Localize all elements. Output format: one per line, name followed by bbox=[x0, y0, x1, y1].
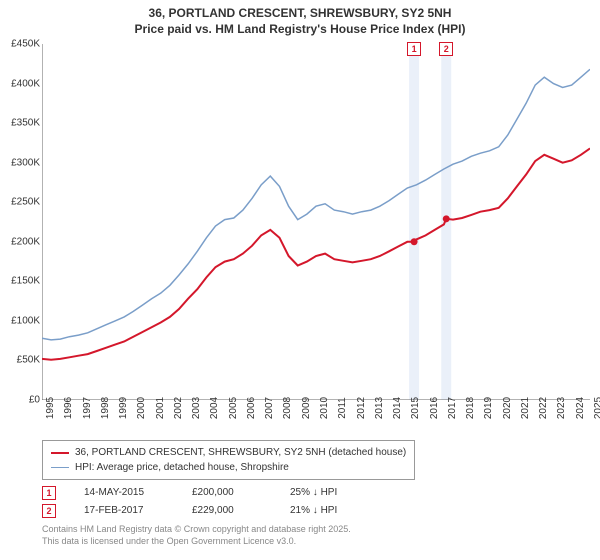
marker-price-1: £200,000 bbox=[192, 484, 262, 502]
footer-line2: This data is licensed under the Open Gov… bbox=[42, 536, 351, 548]
x-tick-label: 2012 bbox=[356, 397, 367, 419]
title-line2: Price paid vs. HM Land Registry's House … bbox=[0, 22, 600, 38]
x-tick-label: 2013 bbox=[374, 397, 385, 419]
x-tick-label: 1999 bbox=[118, 397, 129, 419]
marker-badge-1: 1 bbox=[42, 486, 56, 500]
chart-container: 36, PORTLAND CRESCENT, SHREWSBURY, SY2 5… bbox=[0, 0, 600, 560]
x-tick-label: 2011 bbox=[337, 397, 348, 419]
marker-price-2: £229,000 bbox=[192, 502, 262, 520]
marker-date-1: 14-MAY-2015 bbox=[84, 484, 164, 502]
x-tick-label: 1997 bbox=[82, 397, 93, 419]
marker-delta-2: 21% ↓ HPI bbox=[290, 502, 337, 520]
x-tick-label: 2008 bbox=[282, 397, 293, 419]
chart-title: 36, PORTLAND CRESCENT, SHREWSBURY, SY2 5… bbox=[0, 0, 600, 37]
x-tick-label: 2009 bbox=[301, 397, 312, 419]
event-flag: 2 bbox=[439, 42, 453, 56]
legend-item-hpi: HPI: Average price, detached house, Shro… bbox=[51, 460, 406, 475]
x-tick-label: 2020 bbox=[502, 397, 513, 419]
chart-svg bbox=[42, 44, 590, 400]
x-tick-label: 2006 bbox=[246, 397, 257, 419]
title-line1: 36, PORTLAND CRESCENT, SHREWSBURY, SY2 5… bbox=[0, 6, 600, 22]
legend-label-hpi: HPI: Average price, detached house, Shro… bbox=[75, 460, 289, 475]
marker-badge-2: 2 bbox=[42, 504, 56, 518]
x-tick-label: 1998 bbox=[100, 397, 111, 419]
y-tick-label: £50K bbox=[2, 355, 40, 366]
x-tick-label: 2003 bbox=[191, 397, 202, 419]
legend-item-price-paid: 36, PORTLAND CRESCENT, SHREWSBURY, SY2 5… bbox=[51, 445, 406, 460]
x-tick-label: 2005 bbox=[228, 397, 239, 419]
x-tick-label: 2019 bbox=[483, 397, 494, 419]
y-tick-label: £300K bbox=[2, 157, 40, 168]
x-tick-label: 2001 bbox=[155, 397, 166, 419]
plot-area bbox=[42, 44, 590, 400]
x-tick-label: 2007 bbox=[264, 397, 275, 419]
footer-line1: Contains HM Land Registry data © Crown c… bbox=[42, 524, 351, 536]
marker-delta-1: 25% ↓ HPI bbox=[290, 484, 337, 502]
legend-label-price-paid: 36, PORTLAND CRESCENT, SHREWSBURY, SY2 5… bbox=[75, 445, 406, 460]
event-flag: 1 bbox=[407, 42, 421, 56]
x-tick-label: 2023 bbox=[556, 397, 567, 419]
footer: Contains HM Land Registry data © Crown c… bbox=[42, 524, 351, 547]
x-tick-label: 2004 bbox=[209, 397, 220, 419]
x-tick-label: 2015 bbox=[410, 397, 421, 419]
marker-row-2: 2 17-FEB-2017 £229,000 21% ↓ HPI bbox=[42, 502, 337, 520]
x-tick-label: 2021 bbox=[520, 397, 531, 419]
legend-swatch-hpi bbox=[51, 467, 69, 468]
x-tick-label: 2014 bbox=[392, 397, 403, 419]
y-tick-label: £450K bbox=[2, 39, 40, 50]
x-tick-label: 2024 bbox=[575, 397, 586, 419]
legend: 36, PORTLAND CRESCENT, SHREWSBURY, SY2 5… bbox=[42, 440, 415, 480]
y-tick-label: £150K bbox=[2, 276, 40, 287]
y-tick-label: £100K bbox=[2, 315, 40, 326]
y-tick-label: £200K bbox=[2, 236, 40, 247]
marker-row-1: 1 14-MAY-2015 £200,000 25% ↓ HPI bbox=[42, 484, 337, 502]
x-tick-label: 2018 bbox=[465, 397, 476, 419]
x-tick-label: 2017 bbox=[447, 397, 458, 419]
x-tick-label: 2025 bbox=[593, 397, 600, 419]
x-tick-label: 2010 bbox=[319, 397, 330, 419]
x-tick-label: 2022 bbox=[538, 397, 549, 419]
x-tick-label: 2002 bbox=[173, 397, 184, 419]
x-tick-label: 1995 bbox=[45, 397, 56, 419]
y-tick-label: £350K bbox=[2, 118, 40, 129]
x-tick-label: 2016 bbox=[429, 397, 440, 419]
legend-swatch-price-paid bbox=[51, 452, 69, 454]
x-tick-label: 1996 bbox=[63, 397, 74, 419]
marker-date-2: 17-FEB-2017 bbox=[84, 502, 164, 520]
y-tick-label: £250K bbox=[2, 197, 40, 208]
y-tick-label: £400K bbox=[2, 78, 40, 89]
marker-table: 1 14-MAY-2015 £200,000 25% ↓ HPI 2 17-FE… bbox=[42, 484, 337, 520]
y-tick-label: £0 bbox=[2, 395, 40, 406]
x-tick-label: 2000 bbox=[136, 397, 147, 419]
